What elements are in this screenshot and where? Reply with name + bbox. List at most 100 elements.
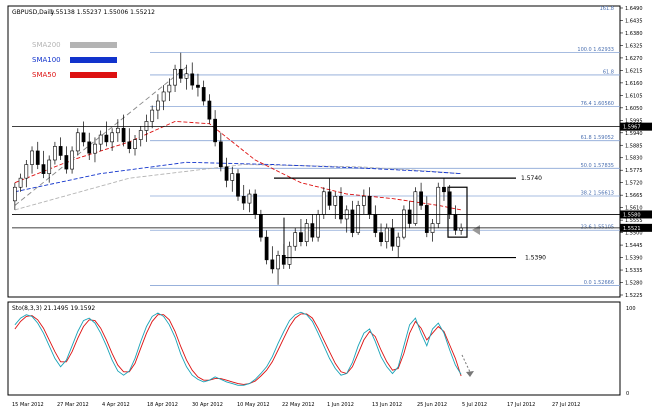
candle-body [424,205,429,233]
candle-body [402,209,406,238]
candle-body [419,191,423,206]
candle-body [276,254,280,270]
price-tick-label: 1.5445 [625,243,643,249]
stoch-bottom-label: 0 [626,391,629,397]
price-tick-label: 1.6050 [625,106,643,112]
main-panel [7,5,621,298]
price-highlight-label: 1.5967 [623,125,641,131]
price-highlight-box [620,223,652,232]
stoch-top-label: 100 [626,306,636,312]
candle-body [270,259,275,270]
candle-body [115,127,120,134]
fib-label: 38.2 1.56613 [581,191,614,197]
candle-body [18,177,23,188]
candle-body [327,191,332,206]
date-tick-label: 1 Jun 2012 [327,402,354,408]
candle-body [150,109,155,122]
price-tick-label: 1.5665 [625,193,643,199]
candle-body [201,87,206,102]
price-tick-label: 1.5995 [625,118,643,124]
price-tick-label: 1.6215 [625,68,643,74]
candle-body [373,214,378,233]
price-highlight-label: 1.5521 [623,226,641,232]
candle-body [87,141,92,154]
candle-body [316,214,320,238]
date-tick-label: 30 Apr 2012 [192,402,223,408]
candle-body [236,173,240,197]
candle-body [379,232,383,242]
candle-body [259,214,263,238]
candle-body [339,196,343,220]
candle-body [304,223,309,242]
candle-body [138,130,143,140]
date-tick-label: 17 Jul 2012 [507,402,535,408]
candles [12,52,464,285]
candle-body [53,146,57,161]
price-tick-label: 1.6105 [625,93,643,99]
candle-body [413,191,418,224]
candle-body [98,134,103,145]
date-tick-label: 27 Jul 2012 [552,402,580,408]
price-highlight-box [620,122,652,131]
candle-body [64,155,69,170]
candle-body [35,150,40,165]
candle-body [70,150,74,170]
legend-label: SMA50 [32,71,56,79]
stoch-arrow-head [466,371,474,377]
candle-body [264,236,269,261]
fib-label: 76.4 1.60560 [581,101,614,107]
candle-body [436,186,441,224]
candle-body [396,236,401,247]
support-label: 1.5390 [525,255,546,262]
candle-body [127,141,132,149]
date-tick-label: 4 Apr 2012 [102,402,130,408]
fib-label: 100.0 1.62933 [577,47,614,53]
candle-body [247,193,252,204]
candle-body [58,146,63,156]
legend-swatch [70,57,117,63]
candle-body [207,100,212,120]
candle-body [184,73,189,79]
price-tick-label: 1.6380 [625,31,643,37]
candle-body [190,73,195,86]
candle-body [253,193,258,215]
price-tick-label: 1.5280 [625,281,643,287]
date-tick-label: 15 Mar 2012 [12,402,44,408]
annotations: SMA200 SMA100 SMA50 1.5740 1.5390 [32,41,546,262]
candle-body [407,209,412,224]
price-tick-label: 1.6160 [625,81,643,87]
candle-body [173,68,177,86]
candle-body [196,84,200,88]
price-tick-label: 1.6490 [625,6,643,12]
resistance-label: 1.5740 [521,175,542,182]
price-tick-label: 1.5830 [625,156,643,162]
candle-body [12,186,17,202]
fib-label: 0.0 1.52666 [584,280,614,286]
price-tick-label: 1.5390 [625,256,643,262]
candle-body [81,132,86,143]
stoch-k-line [14,311,462,386]
date-tick-label: 5 Jul 2012 [462,402,487,408]
candle-body [333,196,338,206]
candle-body [110,132,114,143]
legend-swatch [70,42,117,48]
fib-label: 61.8 1.59052 [581,135,614,141]
fib-label: 61.8 [603,69,614,75]
candle-body [224,166,229,181]
price-highlight-box [620,210,652,219]
sma100-line [14,161,462,193]
date-tick-label: 27 Mar 2012 [57,402,89,408]
header-ohlc: 1.55138 1.55237 1.55006 1.55212 [50,9,155,16]
price-tick-label: 1.6435 [625,18,643,24]
candle-body [178,68,183,79]
candle-body [384,227,389,242]
candle-body [356,205,361,233]
fib-top-label: 161.8 [600,6,614,12]
candle-body [156,100,160,111]
price-tick-label: 1.5555 [625,218,643,224]
fib-label: 50.0 1.57835 [581,163,614,169]
stoch-d-line [14,313,462,385]
price-tick-label: 1.6270 [625,56,643,62]
trendline [14,66,187,206]
